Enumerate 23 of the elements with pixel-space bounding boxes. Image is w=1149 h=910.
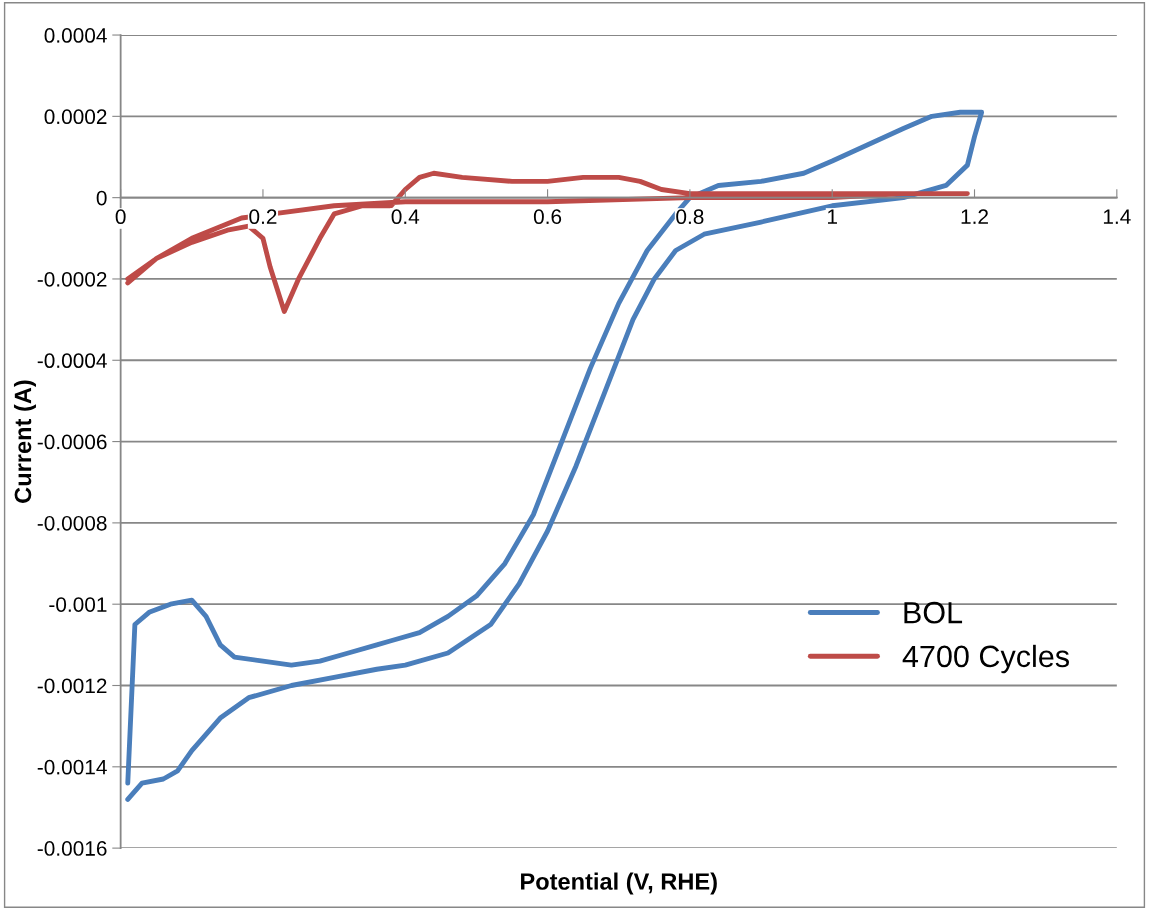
y-tick-label: 0.0004 (44, 28, 107, 43)
y-tick-label: -0.0004 (37, 353, 107, 369)
y-tick-label: -0.0016 (37, 841, 107, 856)
x-tick-label: 1.2 (961, 209, 988, 224)
x-axis-title: Potential (V, RHE) (521, 872, 717, 895)
y-tick-label: -0.0014 (37, 759, 107, 775)
x-tick-label: 0.2 (249, 209, 277, 225)
y-tick-label: -0.0012 (37, 678, 107, 694)
y-tick-label: -0.001 (49, 597, 107, 612)
x-tick-label: 1 (828, 209, 837, 224)
legend-label: 4700 Cycles (902, 644, 1069, 674)
x-tick-label: 1.4 (1103, 209, 1131, 224)
y-tick-label: -0.0006 (37, 434, 107, 450)
y-tick-label: -0.0002 (37, 271, 107, 287)
x-tick-label: 0.8 (676, 209, 704, 225)
x-tick-label: 0 (115, 209, 126, 225)
y-axis-title: Current (A) (13, 380, 36, 503)
y-tick-label: 0 (96, 190, 107, 206)
legend-label: BOL (904, 601, 963, 624)
x-tick-label: 0.4 (391, 209, 420, 225)
y-tick-label: -0.0008 (37, 515, 107, 531)
y-tick-label: 0.0002 (44, 109, 107, 125)
x-tick-label: 0.6 (533, 209, 562, 225)
